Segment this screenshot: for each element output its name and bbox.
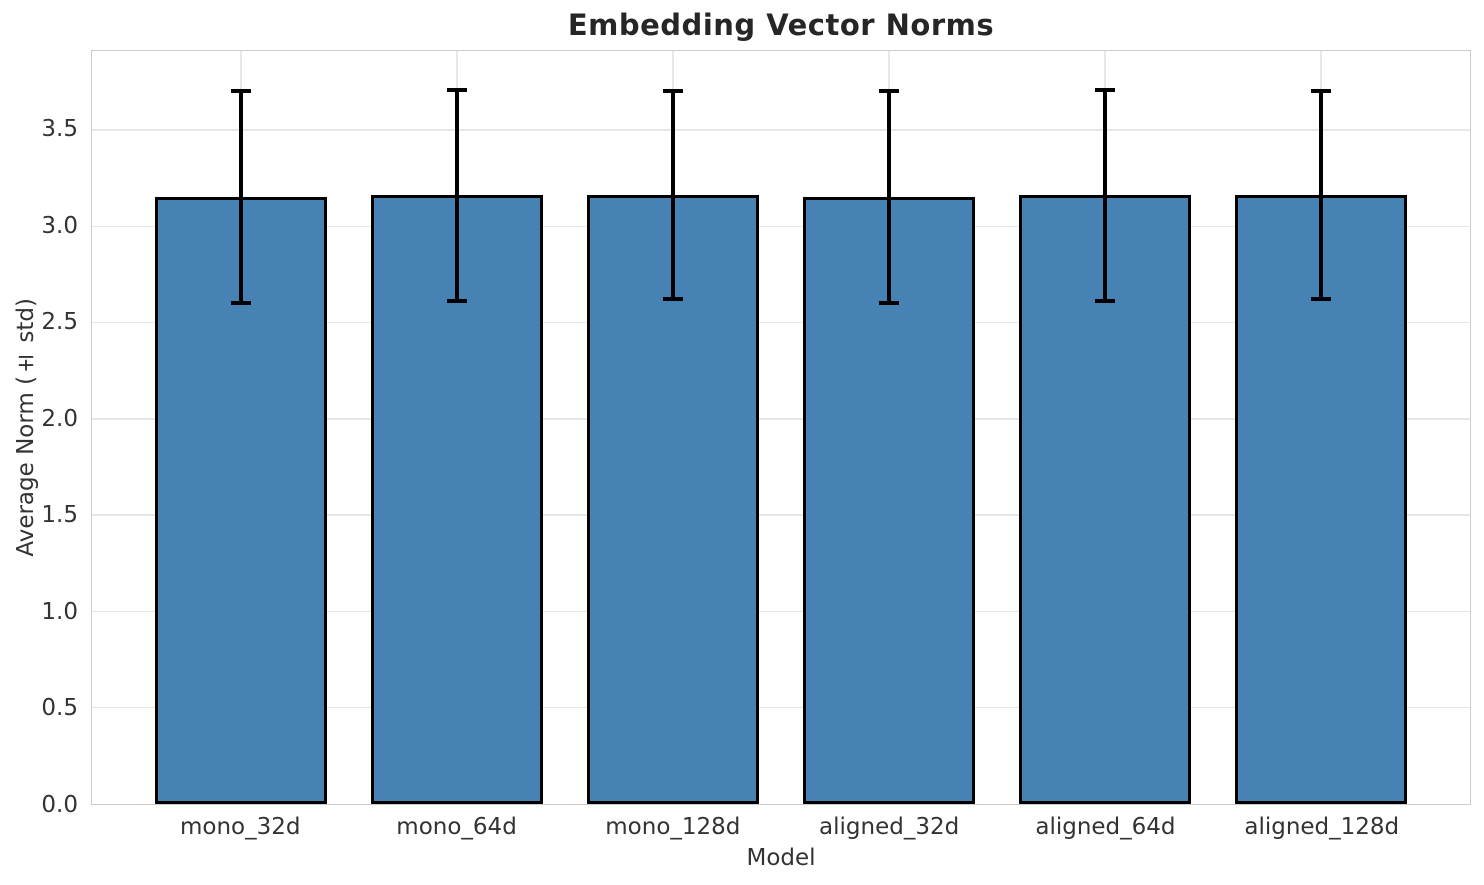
horizontal-gridline-3.0	[92, 225, 1470, 227]
x-axis-title: Model	[746, 845, 816, 871]
error-bar-line-mono_64d	[455, 89, 460, 302]
horizontal-gridline-1.0	[92, 610, 1470, 613]
error-bar-cap-bottom-aligned_32d	[878, 301, 899, 306]
x-tick-label-mono_32d: mono_32d	[179, 814, 301, 840]
horizontal-gridline-0.5	[92, 706, 1470, 709]
horizontal-gridline-3.5	[92, 129, 1470, 131]
error-bar-cap-bottom-aligned_128d	[1310, 297, 1331, 302]
x-tick-label-mono_64d: mono_64d	[396, 814, 517, 840]
horizontal-gridline-2.5	[92, 321, 1470, 324]
x-tick-label-aligned_64d: aligned_64d	[1035, 814, 1176, 840]
error-bar-cap-top-aligned_32d	[878, 89, 899, 94]
y-tick-label-1.0: 1.0	[41, 598, 78, 625]
y-tick-label-3.5: 3.5	[41, 116, 78, 143]
error-bar-cap-bottom-mono_128d	[663, 297, 683, 302]
error-bar-cap-bottom-mono_32d	[231, 301, 252, 306]
horizontal-gridline-1.5	[92, 514, 1470, 516]
x-tick-label-aligned_128d: aligned_128d	[1244, 814, 1400, 840]
horizontal-gridline-2.0	[92, 418, 1470, 420]
x-tick-label-mono_128d: mono_128d	[605, 814, 741, 840]
error-bar-line-mono_128d	[671, 91, 675, 300]
y-tick-label-1.5: 1.5	[41, 502, 78, 529]
error-bar-cap-bottom-mono_64d	[447, 299, 468, 304]
y-tick-label-2.0: 2.0	[41, 405, 78, 432]
error-bar-cap-top-mono_128d	[663, 89, 683, 94]
error-bar-cap-top-aligned_128d	[1310, 89, 1331, 94]
y-tick-label-0.5: 0.5	[41, 695, 78, 722]
plot-area	[91, 50, 1471, 805]
error-bar-line-aligned_64d	[1102, 89, 1107, 302]
x-tick-label-aligned_32d: aligned_32d	[819, 814, 960, 840]
error-bar-line-aligned_32d	[886, 91, 891, 304]
error-bar-cap-bottom-aligned_64d	[1094, 299, 1115, 304]
error-bar-line-mono_32d	[239, 91, 244, 304]
error-bar-cap-top-mono_32d	[231, 89, 252, 94]
error-bar-cap-top-mono_64d	[447, 87, 468, 92]
chart-title: Embedding Vector Norms	[567, 8, 995, 42]
error-bar-cap-top-aligned_64d	[1094, 87, 1115, 92]
y-tick-label-0.0: 0.0	[41, 792, 78, 818]
y-tick-label-2.5: 2.5	[41, 309, 78, 336]
y-tick-label-3.0: 3.0	[41, 212, 78, 239]
error-bar-line-aligned_128d	[1318, 91, 1323, 300]
